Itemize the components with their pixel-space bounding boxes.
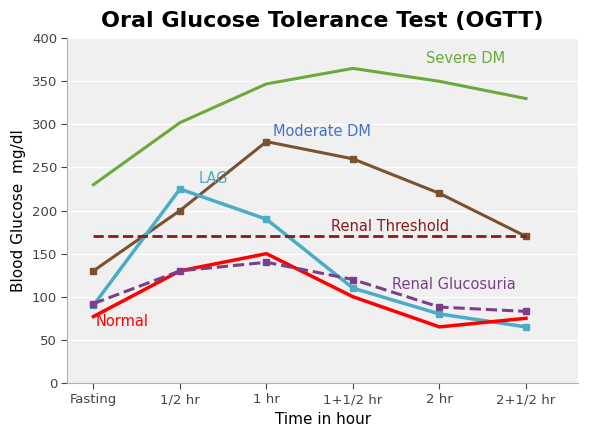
Text: Renal Glucosuria: Renal Glucosuria [392, 276, 515, 292]
X-axis label: Time in hour: Time in hour [274, 412, 370, 427]
Text: Moderate DM: Moderate DM [273, 124, 371, 139]
Text: Normal: Normal [95, 314, 148, 329]
Y-axis label: Blood Glucose  mg/dl: Blood Glucose mg/dl [11, 129, 26, 292]
Title: Oral Glucose Tolerance Test (OGTT): Oral Glucose Tolerance Test (OGTT) [101, 11, 544, 31]
Text: Renal Threshold: Renal Threshold [332, 219, 449, 234]
Text: Severe DM: Severe DM [426, 51, 505, 66]
Text: LAG: LAG [199, 171, 229, 187]
